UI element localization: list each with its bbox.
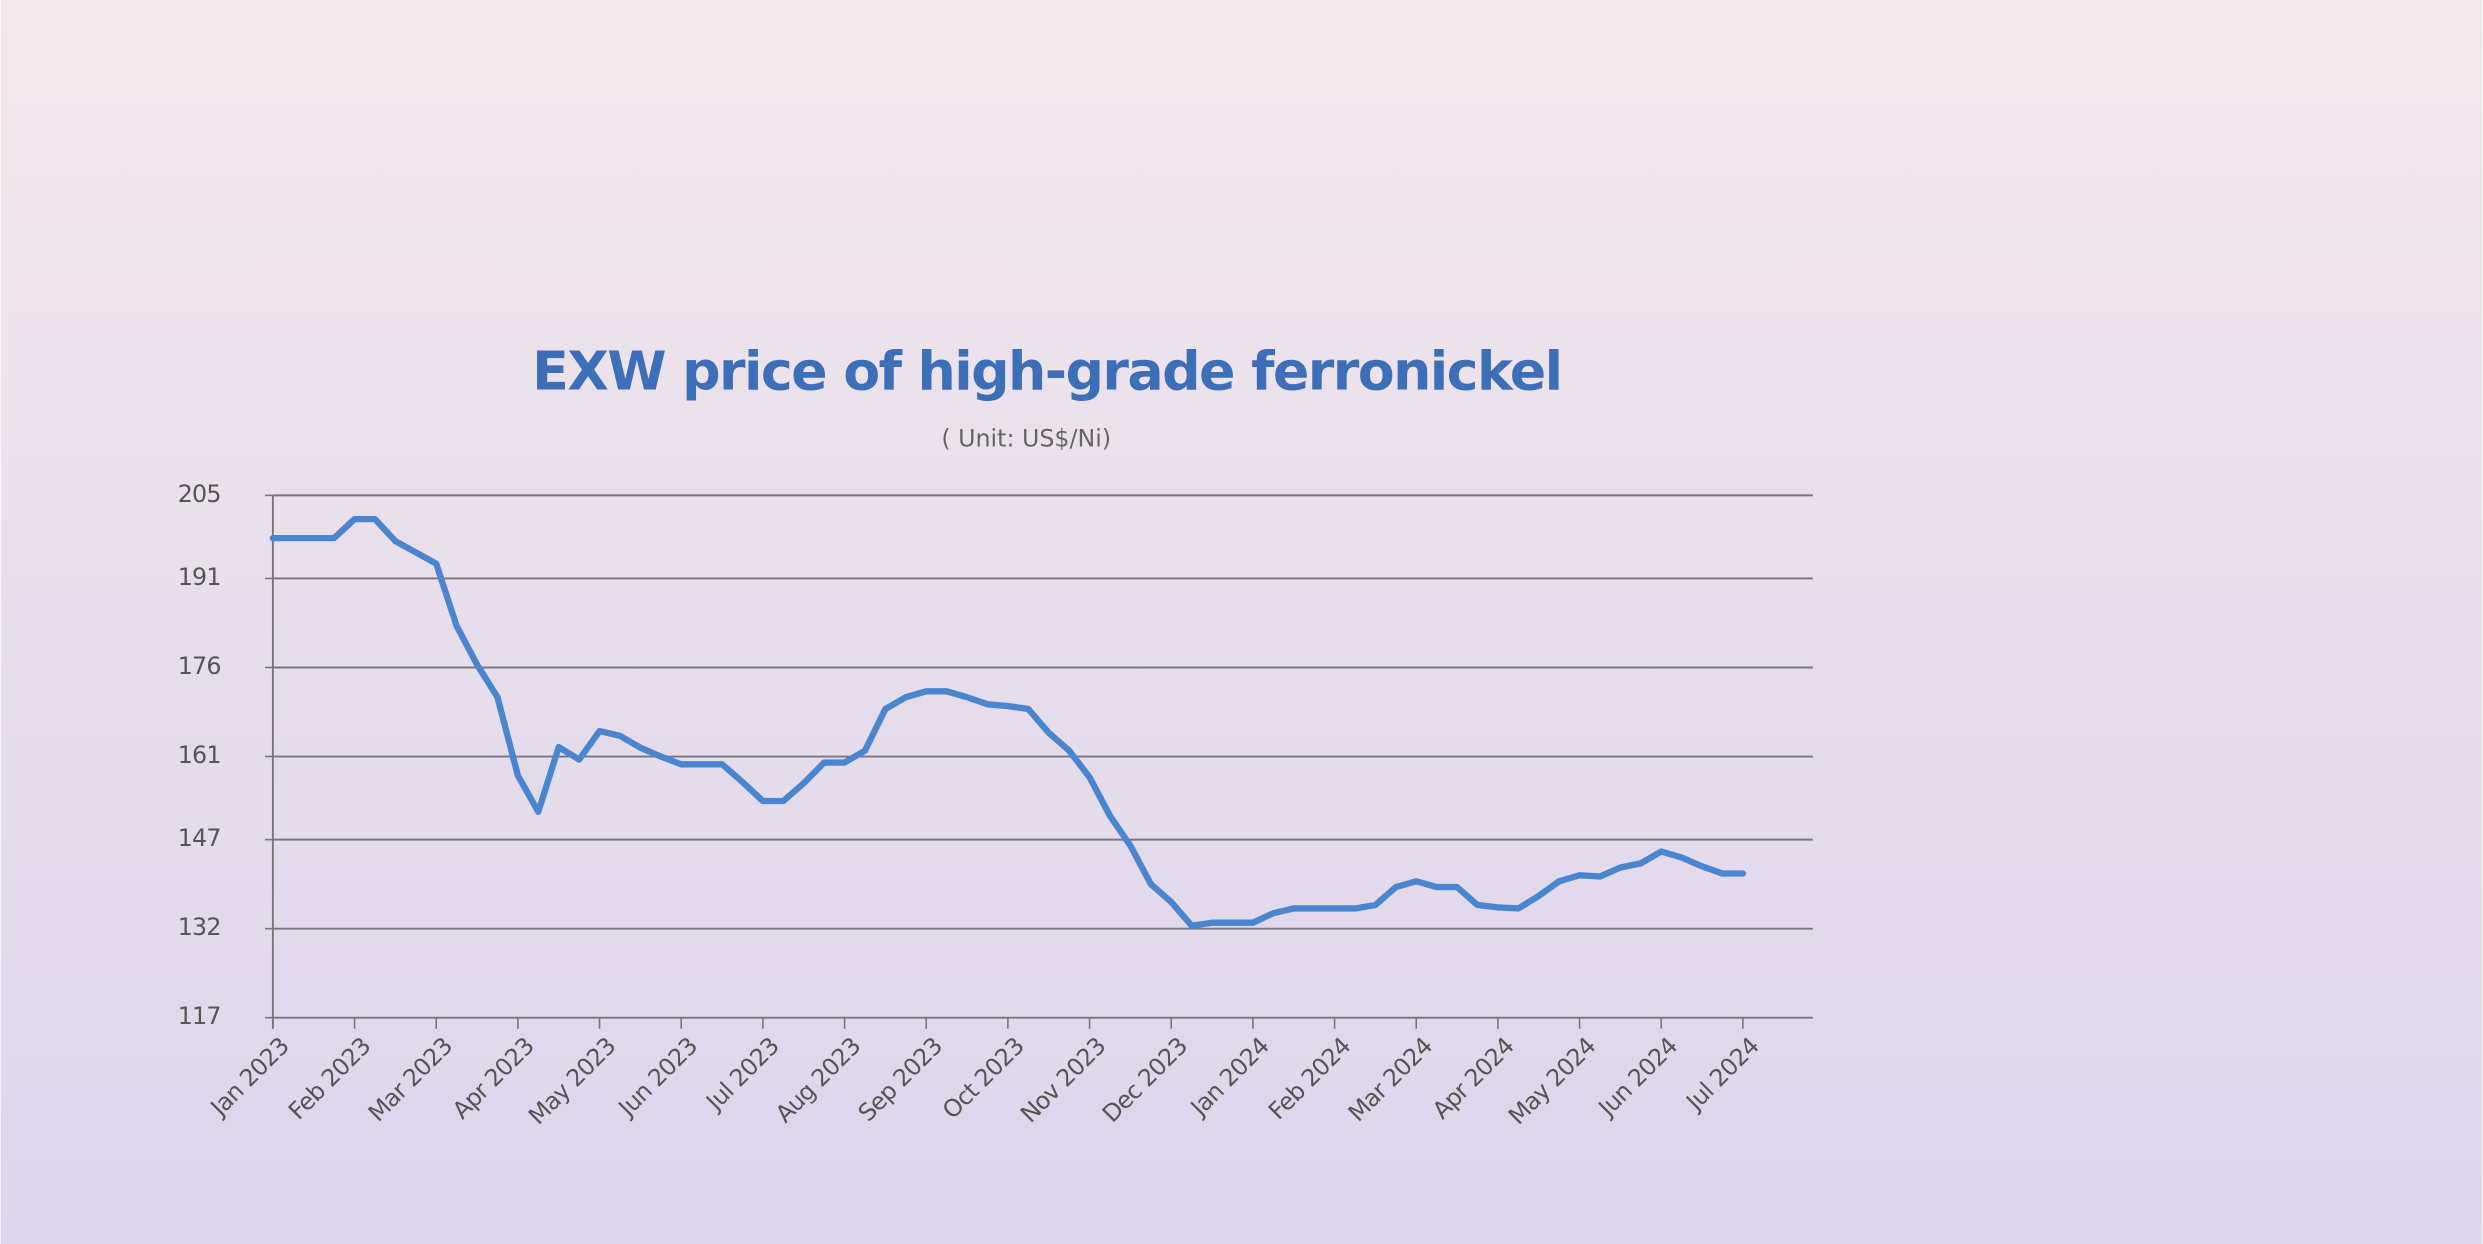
y-tick-label: 176 [178,652,221,680]
y-tick-label: 132 [178,913,221,941]
chart-subtitle: ( Unit: US$/Ni) [941,424,1111,452]
y-tick-label: 161 [178,741,221,769]
y-tick-label: 191 [178,563,221,591]
y-tick-label: 205 [178,480,221,508]
y-tick-label: 117 [178,1002,221,1030]
chart-title: EXW price of high-grade ferronickel [532,340,1561,403]
price-line [269,515,1747,929]
y-tick-label: 147 [178,824,221,852]
